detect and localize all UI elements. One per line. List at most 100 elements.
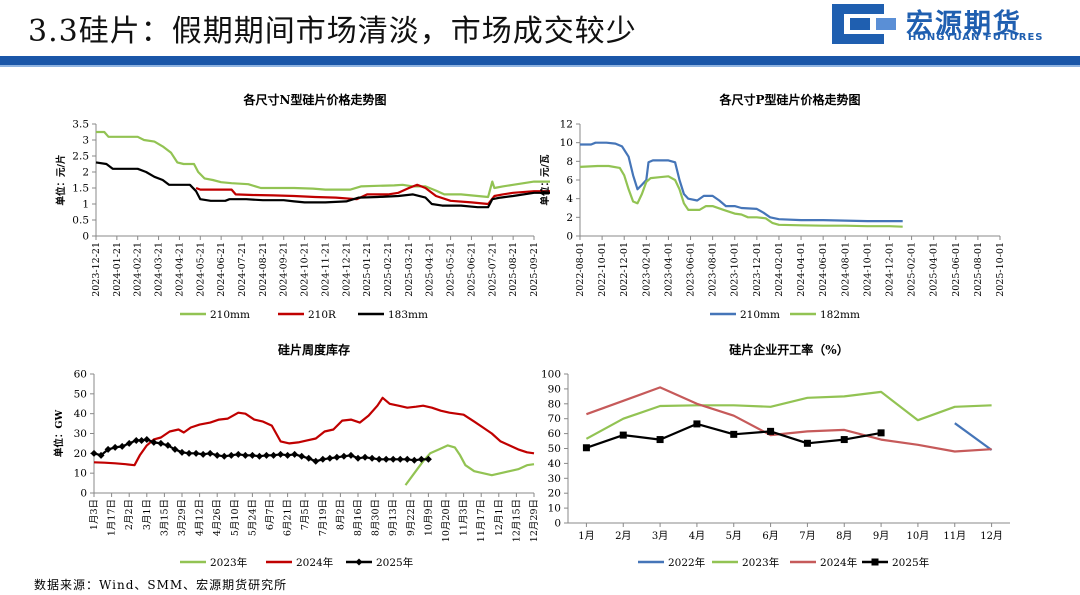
x-tick-label: 10月 [907, 530, 930, 542]
data-point [206, 449, 214, 457]
legend-label: 210mm [210, 309, 250, 321]
y-axis-label: 单位：GW [53, 410, 65, 458]
data-point [803, 439, 811, 447]
data-point [143, 435, 151, 443]
y-tick-label: 10 [560, 137, 573, 149]
legend-label: 182mm [820, 309, 860, 321]
data-point [270, 451, 278, 459]
chart-title: 硅片周度库存 [278, 342, 350, 357]
x-tick-label: 2022-12-01 [619, 242, 630, 297]
data-point [185, 449, 193, 457]
series-line-2024年 [93, 396, 535, 467]
series-line-2022年 [954, 422, 993, 451]
logo-chinese-name: 宏源期货 [906, 9, 1022, 40]
data-point [284, 451, 292, 459]
header-divider-light [0, 65, 1080, 67]
x-tick-label: 8月 [836, 530, 852, 542]
x-tick-label: 12月15日 [511, 499, 522, 542]
x-tick-label: 11月 [943, 530, 966, 542]
series-line-210R [195, 183, 555, 206]
series-line-182mm [579, 164, 903, 228]
x-tick-label: 7月 [799, 530, 815, 542]
y-tick-label: 10 [548, 503, 561, 515]
data-point [138, 436, 146, 444]
chart-title: 各尺寸N型硅片价格走势图 [243, 92, 387, 107]
data-point [361, 453, 369, 461]
y-tick-label: 8 [566, 156, 573, 168]
data-point [305, 454, 313, 462]
data-point [368, 454, 376, 462]
data-point [90, 449, 98, 457]
x-tick-label: 2024-11-21 [320, 242, 331, 297]
y-tick-label: 4 [566, 193, 573, 205]
y-tick-label: 70 [548, 413, 561, 425]
x-tick-label: 2025-06-21 [466, 242, 477, 297]
series-line-2023年 [404, 444, 535, 486]
x-tick-label: 2024-03-21 [154, 242, 165, 297]
x-tick-label: 1月 [578, 530, 594, 542]
y-tick-label: 2 [566, 212, 573, 224]
data-point [389, 455, 397, 463]
chart-svg: 硅片周度库存 0 10 20 30 40 50 60 单位：GW 1月3日 1月17日 2月2日 3月1… [53, 342, 540, 569]
data-point [97, 451, 105, 459]
x-tick-label: 12月 [980, 530, 1003, 542]
x-tick-label: 2025-04-01 [929, 242, 940, 297]
data-point [118, 442, 126, 450]
x-tick-label: 8月30日 [371, 499, 382, 536]
data-point [396, 455, 404, 463]
x-tick-label: 11月17日 [476, 499, 487, 542]
x-tick-label: 2023-06-01 [686, 242, 697, 297]
y-tick-label: 10 [74, 468, 87, 480]
data-point [199, 450, 207, 458]
legend-label: 2024年 [296, 556, 333, 569]
header-divider [0, 56, 1080, 65]
data-point [767, 427, 775, 435]
y-tick-label: 0 [554, 518, 561, 530]
y-tick-label: 1.5 [72, 183, 89, 195]
y-tick-label: 50 [548, 443, 561, 455]
logo-english-name: HONGYUAN FUTURES [908, 32, 1044, 43]
y-axis-label: 单位：元/片 [55, 155, 67, 206]
x-tick-label: 9月 [873, 530, 889, 542]
legend-label: 210mm [740, 309, 780, 321]
x-tick-label: 2024-12-21 [341, 242, 352, 297]
x-tick-label: 3月 [652, 530, 668, 542]
x-tick-label: 5月10日 [230, 499, 241, 536]
x-tick-label: 2025-04-21 [425, 242, 436, 297]
data-point [104, 445, 112, 453]
y-tick-label: 12 [560, 119, 573, 131]
chart-n-type-price: 各尺寸N型硅片价格走势图 0 0.5 1 1.5 2 2.5 3 3.5 单位：元/片 2023-1… [30, 88, 555, 328]
data-point [164, 441, 172, 449]
series-line-2023年 [585, 390, 992, 440]
data-point [730, 430, 738, 438]
x-tick-label: 9月13日 [388, 499, 399, 536]
x-tick-label: 2024-08-01 [840, 242, 851, 297]
legend-label: 2025年 [376, 556, 413, 569]
x-tick-label: 2025-06-01 [951, 242, 962, 297]
chart-weekly-inventory: 硅片周度库存 0 10 20 30 40 50 60 单位：GW 1月3日 1月17日 2月2日 3月1… [30, 338, 550, 574]
x-tick-label: 2024-04-21 [174, 242, 185, 297]
y-axis-label: 单位：元/瓦 [540, 154, 551, 205]
x-tick-label: 2024-07-21 [237, 242, 248, 297]
x-tick-label: 2025-03-21 [404, 242, 415, 297]
data-point [157, 439, 165, 447]
chart-svg: 各尺寸N型硅片价格走势图 0 0.5 1 1.5 2 2.5 3 3.5 单位：元/片 2023-1… [55, 92, 555, 321]
data-point [424, 455, 432, 463]
data-point [241, 451, 249, 459]
brand-logo: 宏源期货 HONGYUAN FUTURES [826, 0, 1080, 50]
y-tick-label: 0.5 [72, 215, 89, 227]
x-tick-label: 2022-08-01 [575, 242, 586, 297]
chart-title: 各尺寸P型硅片价格走势图 [718, 92, 860, 107]
chart-utilization-rate: 硅片企业开工率（%） 0 10 20 30 40 50 60 70 80 90 100 1月 2月 3月 4月… [540, 338, 1060, 574]
y-tick-label: 30 [74, 428, 87, 440]
data-point [340, 452, 348, 460]
x-tick-label: 3月1日 [142, 499, 153, 530]
chart-p-type-price: 各尺寸P型硅片价格走势图 0 2 4 6 8 10 12 单位：元/瓦 2022-08-01 202… [539, 88, 1060, 328]
data-point [171, 445, 179, 453]
x-tick-label: 9月22日 [406, 499, 417, 536]
x-tick-label: 2022-10-01 [597, 242, 608, 297]
x-tick-label: 2023-02-01 [641, 242, 652, 297]
y-tick-label: 1 [82, 199, 89, 211]
data-point [656, 436, 664, 444]
data-point [382, 455, 390, 463]
